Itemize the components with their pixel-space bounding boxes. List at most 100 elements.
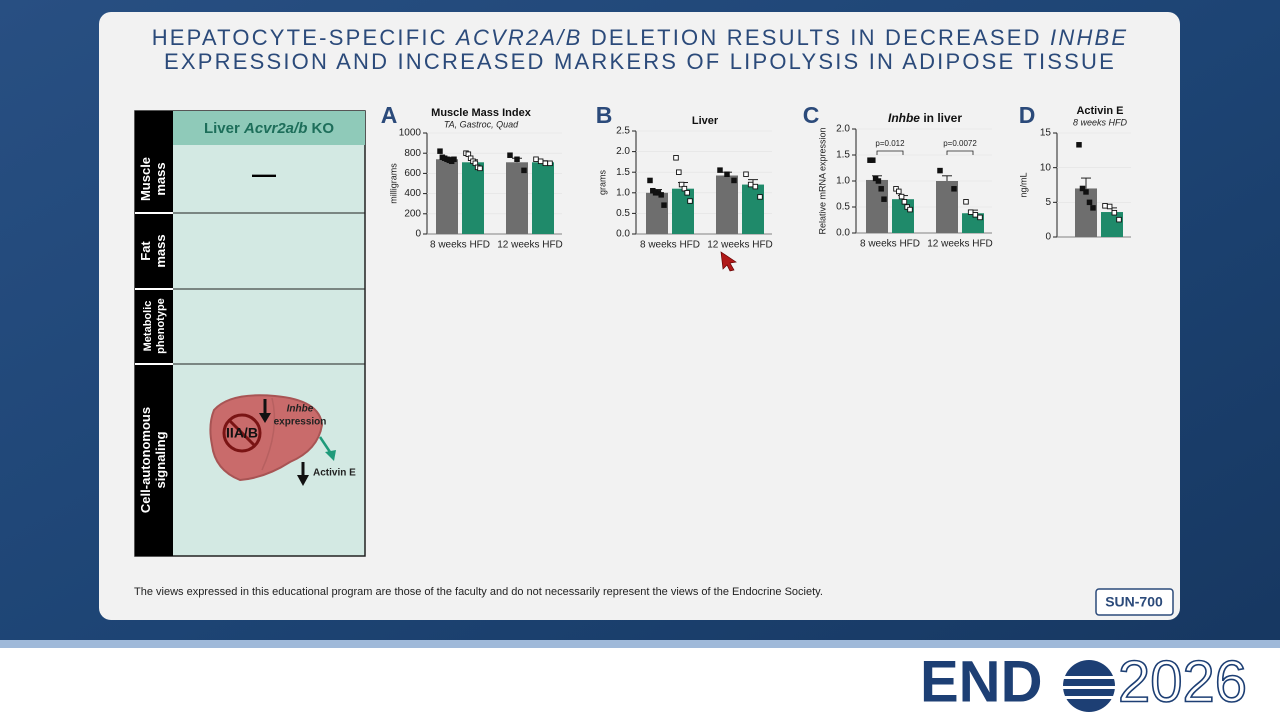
arrow-head <box>325 450 336 461</box>
data-point <box>977 214 983 221</box>
significance-bracket <box>946 150 974 155</box>
bar <box>462 162 484 234</box>
row-label-line: mass <box>153 162 168 195</box>
y-tick-label: 1.5 <box>836 150 850 161</box>
row-label-line: signaling <box>153 431 168 488</box>
y-tick-label: 2.0 <box>616 146 630 157</box>
chart-subtitle: TA, Gastroc, Quad <box>444 119 519 129</box>
bar <box>936 181 958 233</box>
row-label-line: phenotype <box>155 298 167 354</box>
panel <box>99 12 1180 620</box>
data-point <box>898 193 905 200</box>
globe-stripe <box>1063 686 1115 689</box>
row-label: Cell-autonomoussignaling <box>138 407 168 513</box>
data-point <box>951 186 957 192</box>
row-label-line: Cell-autonomous <box>138 407 153 513</box>
title-part: INHBE <box>1050 25 1129 50</box>
data-point <box>1086 199 1093 206</box>
data-point <box>743 171 749 178</box>
data-point <box>533 156 539 163</box>
y-tick-label: 400 <box>404 188 421 199</box>
inhibition-symbol <box>222 413 262 453</box>
data-point <box>901 199 908 205</box>
data-point <box>1076 142 1082 148</box>
data-point <box>681 185 688 192</box>
data-point <box>907 206 913 213</box>
y-tick-label: 0 <box>415 229 421 240</box>
y-tick-label: 2.5 <box>616 126 630 137</box>
data-point <box>676 169 682 175</box>
bar <box>646 192 668 234</box>
panel-letter: C <box>803 102 820 128</box>
table-header <box>173 111 365 145</box>
bar <box>1101 212 1123 237</box>
row-label: Metabolicphenotype <box>142 298 167 354</box>
y-tick-label: 0.0 <box>616 229 630 240</box>
data-point <box>678 181 685 188</box>
title-part: in liver <box>923 111 962 125</box>
protein-label: Activin E <box>313 468 356 479</box>
data-point <box>647 177 653 184</box>
data-point <box>896 188 902 195</box>
bar <box>1075 188 1097 237</box>
bar <box>742 184 764 234</box>
bar <box>532 162 554 234</box>
y-axis-label: milligrams <box>388 163 398 204</box>
data-point <box>507 152 513 158</box>
data-point <box>747 181 754 188</box>
logo-left: END <box>920 649 1042 714</box>
table-header-text: Liver Acvr2a/b KO <box>204 120 334 137</box>
data-point <box>521 167 527 174</box>
y-tick-label: 1000 <box>399 128 422 139</box>
data-point <box>731 177 737 184</box>
y-tick-label: 0.5 <box>616 208 630 219</box>
stripe <box>0 640 1280 648</box>
bar <box>506 162 528 234</box>
y-axis-label: grams <box>597 170 607 196</box>
y-tick-label: 800 <box>404 148 421 159</box>
chart-subtitle: 8 weeks HFD <box>1073 117 1128 127</box>
y-tick-label: 2.0 <box>836 124 850 135</box>
data-point <box>687 198 693 204</box>
data-point <box>477 165 483 172</box>
data-point <box>451 156 457 163</box>
data-point <box>437 148 443 154</box>
y-tick-label: 0.5 <box>836 202 850 213</box>
disclaimer: The views expressed in this educational … <box>134 586 823 598</box>
data-point <box>661 202 667 208</box>
data-point <box>972 212 979 218</box>
title-part: Inhbe <box>888 111 920 125</box>
y-tick-label: 15 <box>1040 128 1052 139</box>
slide-title: HEPATOCYTE-SPECIFIC ACVR2A/B DELETION RE… <box>130 26 1150 74</box>
x-tick-label: 12 weeks HFD <box>927 239 993 250</box>
data-point <box>881 196 887 202</box>
title-part: HEPATOCYTE-SPECIFIC <box>151 25 448 50</box>
row-label: Fatmass <box>138 234 168 267</box>
bar <box>716 175 738 234</box>
bar <box>436 159 458 234</box>
cursor <box>720 251 737 272</box>
no-change-mark: — <box>252 161 276 188</box>
chart-title: Inhbe in liver <box>888 111 962 125</box>
data-point <box>542 160 549 167</box>
panel-letter: A <box>381 102 398 128</box>
data-point <box>547 160 553 167</box>
chart-title: Activin E <box>1076 105 1123 117</box>
globe-stripe <box>1063 696 1115 699</box>
data-point <box>937 167 943 174</box>
logo: END 2026 <box>920 649 1248 716</box>
row-label-line: Metabolic <box>142 301 154 352</box>
x-tick-label: 12 weeks HFD <box>707 240 773 251</box>
row-label: Musclemass <box>138 157 168 201</box>
data-point <box>878 186 884 192</box>
data-point <box>684 190 690 196</box>
y-tick-label: 200 <box>404 208 421 219</box>
y-tick-label: 1.0 <box>836 176 850 187</box>
receptor-label: IIA/B <box>226 425 258 441</box>
data-point <box>673 155 679 161</box>
data-point <box>1083 189 1089 195</box>
